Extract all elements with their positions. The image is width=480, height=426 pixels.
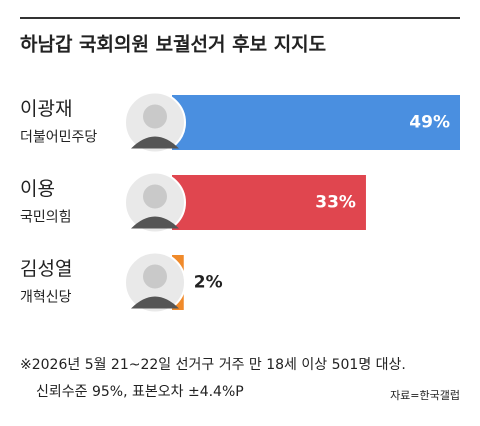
photo-head [143, 104, 167, 129]
value-label: 49% [409, 113, 450, 133]
bar [172, 175, 366, 230]
candidate-name: 김성열 [20, 258, 72, 280]
party-name: 개혁신당 [20, 290, 72, 306]
candidate-name: 이광재 [20, 98, 72, 120]
source: 자료=한국갤럽 [390, 388, 460, 402]
party-name: 국민의힘 [20, 210, 72, 226]
photo-head [143, 184, 167, 209]
bar [172, 95, 460, 150]
value-label: 2% [194, 273, 223, 293]
value-label: 33% [315, 193, 356, 213]
photo-head [143, 264, 167, 289]
note: ※2026년 5월 21~22일 선거구 거주 만 18세 이상 501명 대상… [20, 357, 406, 373]
photo-body [131, 296, 179, 309]
candidate-name: 이용 [20, 178, 55, 200]
photo-body [131, 216, 179, 229]
note: 신뢰수준 95%, 표본오차 ±4.4%P [36, 384, 244, 400]
chart-title: 하남갑 국회의원 보궐선거 후보 지지도 [20, 34, 326, 56]
photo-body [131, 136, 179, 149]
party-name: 더불어민주당 [20, 130, 97, 146]
